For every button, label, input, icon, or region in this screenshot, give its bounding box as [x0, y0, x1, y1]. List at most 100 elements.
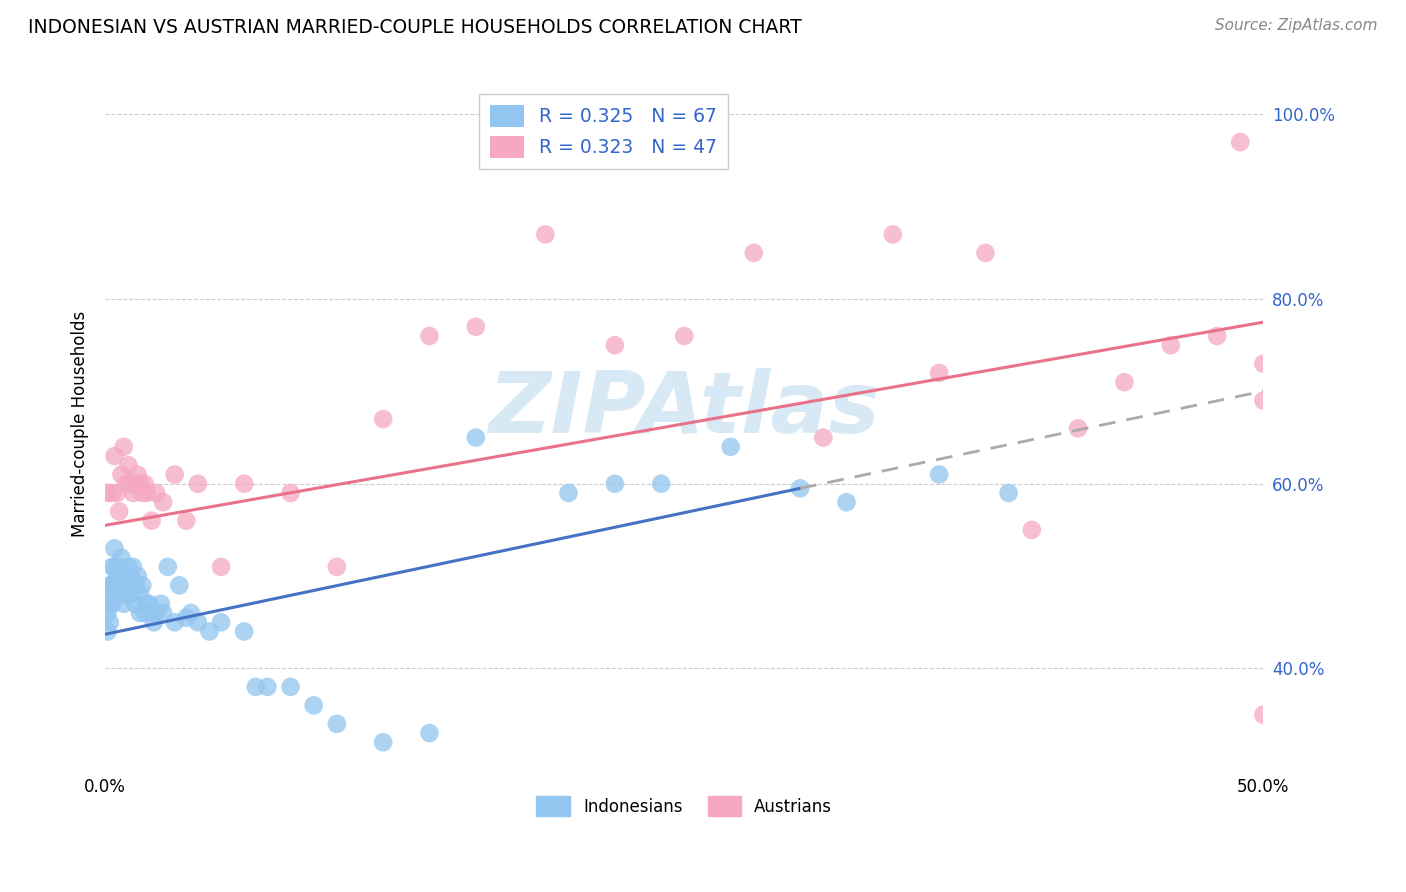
Text: ZIPAtlas: ZIPAtlas [488, 368, 880, 451]
Point [110, 467, 132, 482]
Point [134, 606, 156, 620]
Point [974, 246, 997, 260]
Point [928, 366, 950, 380]
Point [115, 476, 138, 491]
Point [180, 606, 202, 620]
Point [1021, 523, 1043, 537]
Point [131, 578, 153, 592]
Point [650, 476, 672, 491]
Point [835, 495, 858, 509]
Point [98, 578, 121, 592]
Point [103, 449, 125, 463]
Point [103, 578, 125, 592]
Point [127, 569, 149, 583]
Point [557, 486, 579, 500]
Text: INDONESIAN VS AUSTRIAN MARRIED-COUPLE HOUSEHOLDS CORRELATION CHART: INDONESIAN VS AUSTRIAN MARRIED-COUPLE HO… [28, 18, 801, 37]
Point [101, 486, 124, 500]
Point [464, 431, 486, 445]
Point [152, 495, 174, 509]
Point [1067, 421, 1090, 435]
Point [163, 615, 186, 630]
Point [141, 514, 163, 528]
Point [112, 597, 135, 611]
Point [101, 559, 124, 574]
Point [105, 588, 128, 602]
Point [138, 597, 160, 611]
Point [209, 559, 232, 574]
Point [673, 329, 696, 343]
Point [112, 440, 135, 454]
Point [96, 592, 118, 607]
Point [928, 467, 950, 482]
Y-axis label: Married-couple Households: Married-couple Households [72, 310, 89, 537]
Point [124, 476, 146, 491]
Point [1206, 329, 1229, 343]
Point [326, 559, 349, 574]
Point [117, 458, 139, 473]
Point [108, 559, 131, 574]
Point [149, 597, 172, 611]
Point [105, 486, 128, 500]
Point [134, 476, 156, 491]
Point [418, 329, 440, 343]
Point [169, 578, 191, 592]
Legend: Indonesians, Austrians: Indonesians, Austrians [529, 788, 841, 824]
Point [129, 588, 152, 602]
Point [101, 578, 124, 592]
Point [112, 578, 135, 592]
Point [120, 476, 142, 491]
Point [280, 680, 302, 694]
Point [120, 588, 142, 602]
Point [256, 680, 278, 694]
Point [115, 569, 138, 583]
Point [145, 486, 167, 500]
Point [1229, 135, 1251, 149]
Point [124, 597, 146, 611]
Point [603, 476, 626, 491]
Point [534, 227, 557, 242]
Point [1253, 707, 1275, 722]
Point [302, 698, 325, 713]
Point [108, 578, 131, 592]
Point [135, 597, 157, 611]
Point [127, 467, 149, 482]
Point [603, 338, 626, 352]
Point [174, 514, 197, 528]
Point [742, 246, 765, 260]
Point [96, 624, 118, 639]
Point [122, 486, 145, 500]
Point [122, 559, 145, 574]
Point [135, 486, 157, 500]
Point [280, 486, 302, 500]
Point [101, 597, 124, 611]
Point [326, 716, 349, 731]
Point [96, 486, 118, 500]
Point [115, 588, 138, 602]
Point [103, 559, 125, 574]
Point [152, 606, 174, 620]
Point [233, 624, 256, 639]
Point [209, 615, 232, 630]
Point [142, 615, 165, 630]
Point [117, 578, 139, 592]
Point [882, 227, 904, 242]
Point [131, 486, 153, 500]
Point [813, 431, 835, 445]
Point [373, 412, 395, 426]
Text: Source: ZipAtlas.com: Source: ZipAtlas.com [1215, 18, 1378, 33]
Point [997, 486, 1019, 500]
Point [1253, 357, 1275, 371]
Point [129, 476, 152, 491]
Point [120, 569, 142, 583]
Point [108, 504, 131, 518]
Point [98, 615, 121, 630]
Point [117, 559, 139, 574]
Point [163, 467, 186, 482]
Point [464, 319, 486, 334]
Point [1114, 375, 1136, 389]
Point [122, 578, 145, 592]
Point [124, 578, 146, 592]
Point [141, 606, 163, 620]
Point [1160, 338, 1182, 352]
Point [105, 569, 128, 583]
